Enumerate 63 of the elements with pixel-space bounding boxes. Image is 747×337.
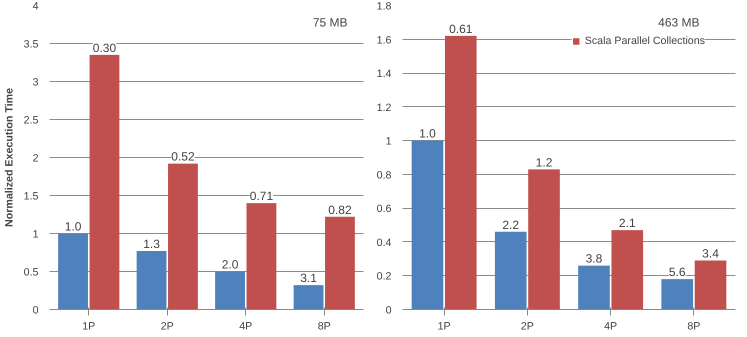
y-tick-label: 0 (386, 304, 392, 316)
annotation: 1.0 (64, 220, 82, 234)
y-tick-label: 0 (32, 304, 39, 316)
annotation: 5.6 (668, 265, 686, 280)
x-tick-label: 8P (687, 320, 700, 332)
y-tick-label: 1 (32, 228, 39, 240)
bar (246, 203, 276, 310)
x-tick-label: 1P (438, 320, 451, 332)
bar (90, 54, 120, 310)
annotation: 0.82 (328, 202, 352, 217)
annotation: 1.2 (536, 155, 553, 170)
x-tick-label: 2P (520, 320, 534, 332)
x-tick-label: 4P (604, 320, 618, 332)
y-tick-label: 2 (32, 152, 39, 164)
annotation: 3.8 (586, 252, 603, 266)
bar (444, 36, 477, 310)
bar (528, 169, 560, 310)
annotation: 0.61 (449, 22, 473, 36)
annotation: 1.0 (419, 126, 436, 141)
y-axis-title: Normalized Execution Time (4, 88, 16, 227)
bar (136, 250, 166, 310)
annotation: 3.1 (300, 271, 318, 286)
y-tick-label: 0.6 (376, 203, 392, 216)
y-tick-label: 3.5 (24, 38, 39, 50)
y-tick-label: 1.8 (376, 0, 392, 12)
bar (578, 266, 610, 310)
x-tick-label: 2P (160, 320, 174, 332)
x-tick-label: 8P (318, 320, 331, 332)
y-tick-label: 1.4 (376, 68, 392, 80)
y-tick-label: 0.4 (376, 236, 392, 249)
bar (215, 272, 245, 310)
y-tick-label: 3 (32, 76, 39, 88)
annotation: 3.4 (702, 246, 720, 261)
legend-label: Scala Parallel Collections (584, 35, 705, 47)
bar (325, 216, 355, 310)
annotation: 0.71 (250, 189, 274, 204)
y-tick-label: 1 (386, 136, 392, 148)
bar (694, 260, 726, 310)
bar (661, 279, 694, 310)
annotation: 0.30 (92, 40, 116, 55)
annotation: 2.2 (502, 218, 520, 232)
y-tick-label: 0.2 (376, 270, 392, 283)
annotation: 0.52 (171, 150, 195, 164)
bar (412, 140, 444, 310)
y-tick-label: 0.8 (376, 169, 392, 182)
bar (611, 230, 644, 310)
x-tick-label: 4P (239, 320, 252, 332)
bar (494, 232, 527, 310)
y-tick-label: 2.5 (24, 114, 39, 126)
y-tick-label: 1.6 (376, 34, 392, 46)
bar (294, 285, 324, 310)
y-tick-label: 1.5 (24, 190, 39, 202)
y-tick-label: 1.2 (376, 102, 392, 114)
annotation: 1.3 (143, 236, 160, 251)
x-tick-label: 1P (82, 320, 96, 332)
bar (168, 164, 198, 310)
annotation: 2.1 (618, 216, 636, 230)
bar (58, 234, 88, 310)
y-tick-label: 4 (32, 0, 39, 12)
annotation: 75 MB (312, 16, 348, 30)
annotation: 2.0 (222, 258, 239, 272)
annotation: 463 MB (658, 16, 700, 30)
y-tick-label: 0.5 (24, 266, 39, 278)
